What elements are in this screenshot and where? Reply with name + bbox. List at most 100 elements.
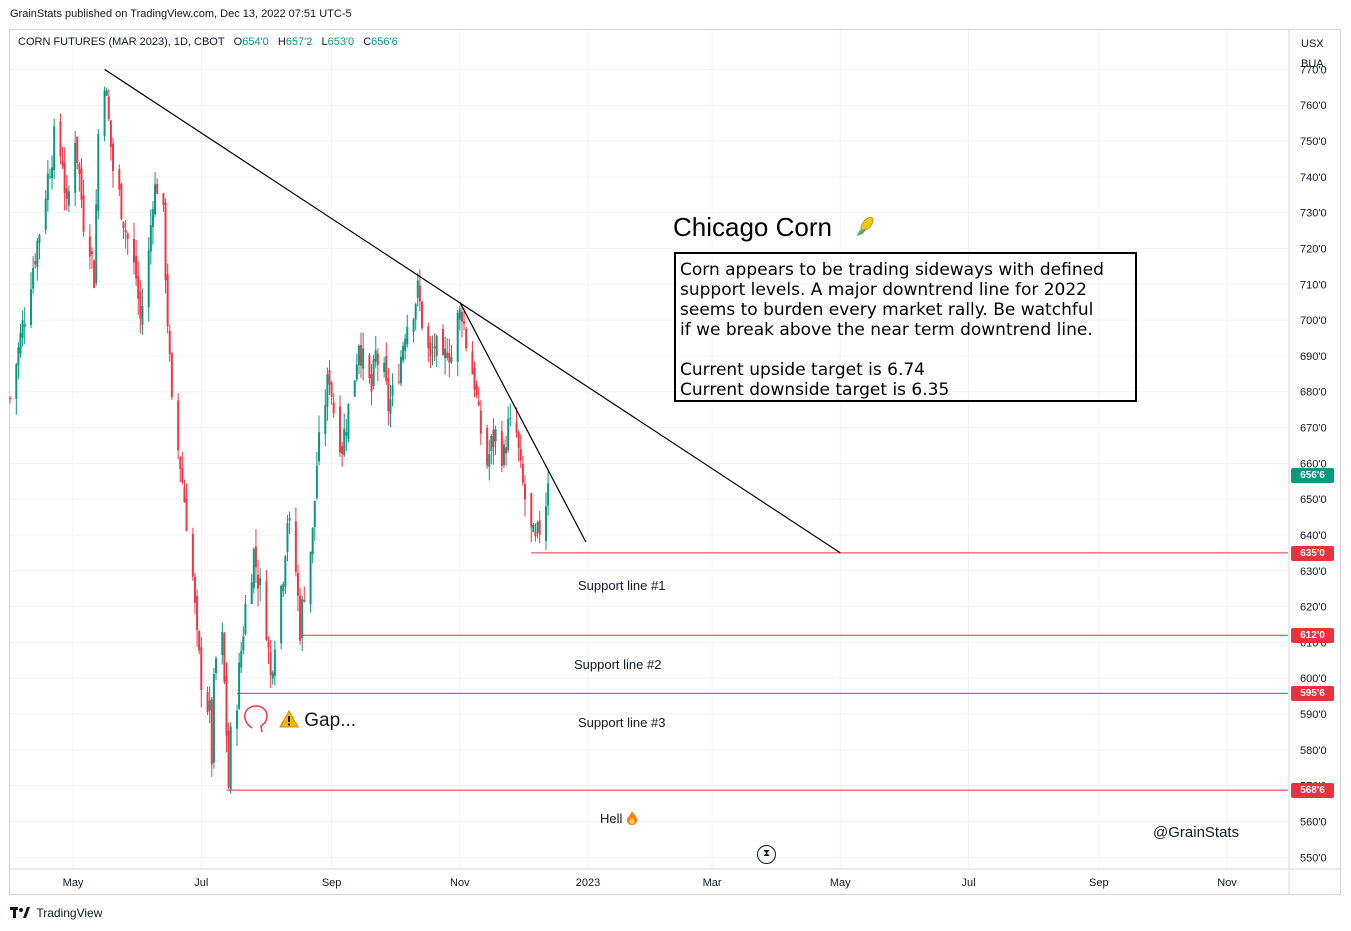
candle-body [448,353,451,363]
trend-lines [104,68,841,554]
candle-body [399,356,402,384]
trend-line [459,301,587,543]
candle-body [107,96,110,120]
candle-body [196,596,199,630]
candle-body [519,449,522,461]
candle-body [137,275,140,299]
candle-body [206,692,209,713]
candle-body [242,636,245,651]
candle-body [93,260,96,288]
hourglass-icon[interactable]: ⧗ [757,845,776,864]
candle-body [538,520,541,535]
candle-body [460,311,463,322]
candles [9,86,550,794]
candle-body [420,301,423,329]
candle-body [353,380,356,397]
corn-icon [853,214,877,245]
candle-body [345,432,348,436]
candle-body [214,658,217,674]
y-tick-label: 630'0 [1300,566,1327,578]
y-tick-label: 620'0 [1300,602,1327,614]
candle-body [427,325,430,348]
candle-body [67,191,70,206]
candle-body [141,305,144,325]
candle-body [517,432,520,448]
time-axis: May Jul Sep Nov 2023 Mar May Jul Sep Nov [9,868,1341,889]
grid [10,30,1288,868]
x-tick-label: Nov [450,877,470,889]
warning-icon [279,709,299,734]
candle-body [151,209,154,227]
candle-body [36,240,39,267]
candle-body [254,546,257,568]
candle-body [221,631,224,655]
candle-body [122,221,125,229]
support-price-tag: 568'6 [1291,783,1334,799]
annotation-line: if we break above the near term downtren… [680,320,1093,340]
candle-body [330,382,333,397]
candle-body [479,410,482,434]
candle-body [193,576,196,603]
candle-body [80,168,83,200]
candle-body [212,674,215,763]
hell-text: Hell [600,811,623,826]
x-tick-label: Nov [1217,877,1237,889]
currency-unit[interactable]: USX BUA [1301,34,1324,74]
candle-body [370,374,373,392]
candle-body [444,348,447,359]
candle-body [284,556,287,587]
candle-body [48,176,51,178]
candle-body [133,238,136,263]
tradingview-brand[interactable]: TradingView [10,906,102,920]
candle-body [32,268,35,289]
candle-body [252,548,255,589]
candle-body [442,329,445,355]
chart-frame [9,29,1341,895]
candle-body [120,184,123,220]
candle-body [30,289,33,325]
candle-body [139,291,142,319]
candle-body [433,346,436,349]
candle-body [471,351,474,375]
candle-body [374,350,377,362]
candle-body [259,578,262,586]
candle-body [271,672,274,679]
candle-body [183,486,186,503]
annotation-line: seems to burden every market rally. Be w… [680,300,1094,320]
candle-body [236,710,239,729]
downside-target: Current downside target is 6.35 [680,380,950,400]
low-value: 653'0 [327,36,355,48]
candle-body [156,183,159,194]
candle-body [545,506,548,542]
candle-body [265,581,268,640]
candle-body [23,324,26,327]
x-tick-label: Sep [1089,877,1109,889]
candle-body [168,330,171,355]
candle-body [303,600,306,602]
candle-body [450,356,453,363]
currency-line-1: USX [1301,38,1324,50]
support-1-label: Support line #1 [578,578,666,593]
candle-body [225,675,228,736]
candle-body [109,120,112,148]
candle-body [446,352,449,359]
candle-body [523,483,526,500]
candle-body [429,342,432,357]
candle-body [463,321,466,324]
y-tick-label: 640'0 [1300,530,1327,542]
candle-body [500,431,503,467]
candle-body [475,384,478,396]
upside-target: Current upside target is 6.74 [680,360,925,380]
candle-body [536,522,539,533]
candle-body [185,498,188,531]
candle-body [118,169,121,190]
candle-body [269,652,272,676]
candle-body [515,422,518,433]
y-tick-label: 660'0 [1300,458,1327,470]
fire-icon [626,811,638,828]
candle-body [135,255,138,279]
annotation-line: support levels. A major downtrend line f… [680,280,1087,300]
candle-body [296,572,299,596]
y-tick-label: 730'0 [1300,208,1327,220]
